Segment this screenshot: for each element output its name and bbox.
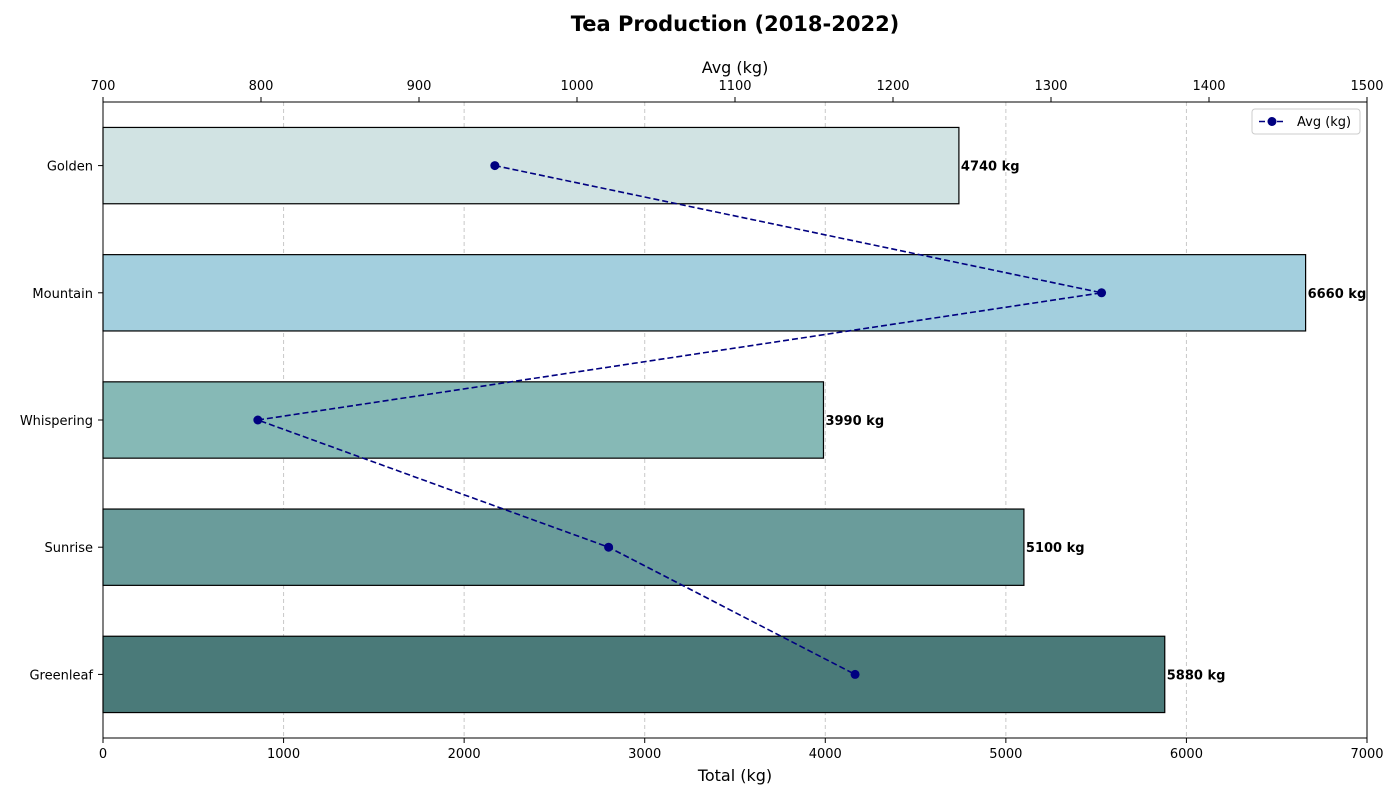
x2-tick-label: 1100	[718, 79, 751, 94]
x2-tick-label: 700	[91, 79, 116, 94]
category-label: Mountain	[32, 287, 93, 302]
x-tick-label: 6000	[1170, 747, 1203, 762]
x2-tick-label: 1200	[876, 79, 909, 94]
chart-title: Tea Production (2018-2022)	[571, 12, 900, 36]
labels: 4740 kg Golden 6660 kg Mountain 3990 kg Whisp…	[20, 160, 1366, 684]
legend-marker	[1267, 117, 1277, 126]
bar	[102, 126, 960, 205]
category-label: Sunrise	[45, 541, 93, 556]
x2-tick-label: 1300	[1034, 79, 1067, 94]
legend-box	[1251, 108, 1361, 135]
bar	[102, 635, 1166, 714]
bar-value-label: 4740 kg	[961, 160, 1020, 175]
bottom-axis-label: Total (kg)	[697, 766, 772, 785]
bars	[102, 126, 1307, 714]
bar-value-label: 3990 kg	[825, 414, 884, 429]
bar	[102, 508, 1025, 586]
x-tick-label: 2000	[448, 747, 481, 762]
avg-point	[1097, 288, 1107, 298]
bar-value-label: 5880 kg	[1167, 668, 1226, 683]
bar-value-label: 6660 kg	[1308, 287, 1367, 302]
x2-tick-label: 1500	[1350, 79, 1383, 94]
x-tick-label: 3000	[628, 747, 661, 762]
x-tick-label: 4000	[809, 747, 842, 762]
x-tick-label: 0	[99, 747, 107, 762]
category-label: Golden	[47, 160, 93, 175]
x2-tick-label: 1400	[1192, 79, 1225, 94]
x2-tick-label: 900	[407, 79, 432, 94]
avg-line	[253, 161, 1107, 679]
x-tick-label: 1000	[267, 747, 300, 762]
bar	[102, 254, 1307, 332]
axes: 0 1000 2000 3000 4000 5000 6000 7000 700 800 900 10…	[91, 79, 1384, 762]
bar	[102, 381, 825, 459]
bar-value-label: 5100 kg	[1026, 541, 1085, 556]
avg-point	[490, 161, 500, 171]
category-label: Greenleaf	[29, 668, 93, 683]
legend: Avg (kg)	[1251, 108, 1361, 135]
x2-tick-label: 1000	[560, 79, 593, 94]
category-label: Whispering	[20, 414, 93, 429]
legend-label: Avg (kg)	[1297, 115, 1351, 130]
x-tick-label: 7000	[1350, 747, 1383, 762]
avg-point	[850, 669, 860, 679]
avg-line-path	[257, 164, 1102, 676]
x2-tick-label: 800	[249, 79, 274, 94]
x-tick-label: 5000	[989, 747, 1022, 762]
top-axis-label: Avg (kg)	[702, 58, 769, 77]
avg-point	[253, 415, 263, 425]
avg-point	[604, 542, 614, 552]
